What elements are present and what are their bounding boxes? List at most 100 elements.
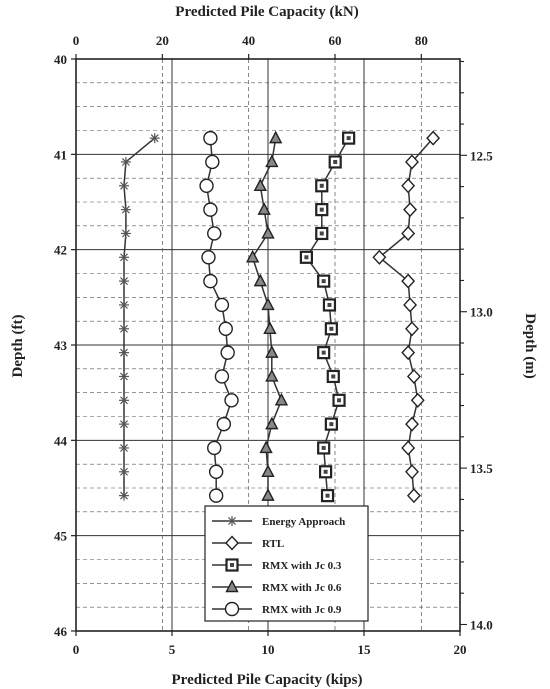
data-point-diamond <box>401 273 416 289</box>
square-marker-inner <box>323 469 328 474</box>
asterisk-stroke <box>121 205 130 214</box>
series-diamond <box>372 130 441 504</box>
square-marker-inner <box>337 398 342 403</box>
data-point-circle <box>218 321 233 336</box>
legend-marker-asterisk <box>227 516 237 526</box>
series-triangle <box>245 130 289 501</box>
square-marker-inner <box>333 159 338 164</box>
data-point-triangle <box>269 130 283 144</box>
square-marker-inner <box>319 183 324 188</box>
data-point-diamond <box>406 368 421 384</box>
square-marker-inner <box>329 422 334 427</box>
data-point-asterisk <box>120 156 131 167</box>
data-point-triangle <box>261 488 275 501</box>
data-point-square <box>326 369 340 384</box>
square-marker-inner <box>325 493 330 498</box>
y2-axis-title: Depth (m) <box>522 313 538 378</box>
data-point-triangle <box>261 297 275 311</box>
data-point-square <box>328 155 342 169</box>
data-point-asterisk <box>120 228 131 239</box>
asterisk-stroke <box>120 372 128 381</box>
data-point-diamond <box>401 345 416 361</box>
data-point-circle <box>216 416 232 432</box>
asterisk-stroke <box>120 181 128 190</box>
data-point-circle <box>207 226 222 241</box>
data-point-diamond <box>405 154 419 170</box>
data-point-square <box>342 131 356 145</box>
series-line <box>378 137 434 496</box>
data-point-diamond <box>405 321 419 337</box>
data-point-circle <box>207 440 222 456</box>
y-tick-label: 40 <box>54 52 67 67</box>
data-point-diamond <box>405 416 419 432</box>
x-tick-label: 5 <box>169 642 176 657</box>
data-point-asterisk <box>119 466 129 477</box>
data-point-triangle <box>261 464 275 477</box>
data-point-diamond <box>410 392 425 408</box>
legend-label: RMX with Jc 0.3 <box>262 560 342 572</box>
data-point-triangle <box>274 392 289 406</box>
data-point-asterisk <box>119 490 129 501</box>
data-point-triangle <box>245 249 260 263</box>
y2-tick-label: 14.0 <box>470 617 493 632</box>
square-marker-inner <box>321 350 326 355</box>
data-point-square <box>324 322 338 336</box>
data-point-square <box>315 179 329 193</box>
data-point-asterisk <box>119 419 129 430</box>
legend-marker-diamond <box>225 535 239 551</box>
series-square <box>299 131 356 503</box>
data-point-square <box>332 393 346 407</box>
series-line <box>205 138 233 496</box>
data-point-square <box>315 203 329 217</box>
data-point-triangle <box>261 225 275 239</box>
legend-label: Energy Approach <box>262 516 345 528</box>
data-point-diamond <box>403 297 418 313</box>
square-marker-inner <box>331 374 336 379</box>
asterisk-stroke <box>120 253 128 262</box>
data-point-square <box>322 298 337 312</box>
x2-tick-label: 20 <box>156 33 169 48</box>
data-point-circle <box>214 297 230 313</box>
square-marker-inner <box>346 136 351 141</box>
data-point-square <box>317 274 331 288</box>
data-point-diamond <box>426 130 441 146</box>
data-point-circle <box>203 273 218 289</box>
data-point-square <box>324 417 338 431</box>
y2-tick-label: 13.0 <box>470 305 493 320</box>
data-point-triangle <box>265 345 279 358</box>
data-point-asterisk <box>119 276 129 287</box>
y2-tick-label: 13.5 <box>470 461 493 476</box>
x2-tick-label: 0 <box>73 33 80 48</box>
data-point-square <box>317 346 331 360</box>
square-marker-inner <box>321 279 326 284</box>
data-point-diamond <box>372 249 387 265</box>
data-point-asterisk <box>149 133 160 144</box>
asterisk-stroke <box>120 444 128 452</box>
data-point-asterisk <box>119 299 129 310</box>
y-tick-label: 45 <box>54 529 68 544</box>
x-axis-title: Predicted Pile Capacity (kips) <box>172 672 363 688</box>
legend-marker-circle <box>224 601 240 617</box>
y-tick-label: 43 <box>54 338 68 353</box>
data-point-circle <box>201 250 216 265</box>
asterisk-stroke <box>121 158 130 166</box>
asterisk-stroke <box>120 324 128 333</box>
y-tick-label: 44 <box>54 433 68 448</box>
data-point-square <box>320 489 335 503</box>
asterisk-stroke <box>120 348 128 357</box>
data-point-triangle <box>257 202 271 215</box>
data-point-circle <box>205 154 220 170</box>
data-point-triangle <box>265 154 279 168</box>
data-point-circle <box>214 369 230 384</box>
x2-tick-label: 40 <box>242 33 255 48</box>
data-point-diamond <box>405 464 419 480</box>
y-tick-label: 46 <box>54 624 68 639</box>
data-point-diamond <box>401 440 416 456</box>
y-tick-label: 42 <box>54 243 67 258</box>
asterisk-stroke <box>120 277 128 286</box>
asterisk-stroke <box>120 467 128 476</box>
data-point-circle <box>224 393 239 408</box>
series-line <box>123 137 156 496</box>
asterisk-stroke <box>120 491 128 500</box>
